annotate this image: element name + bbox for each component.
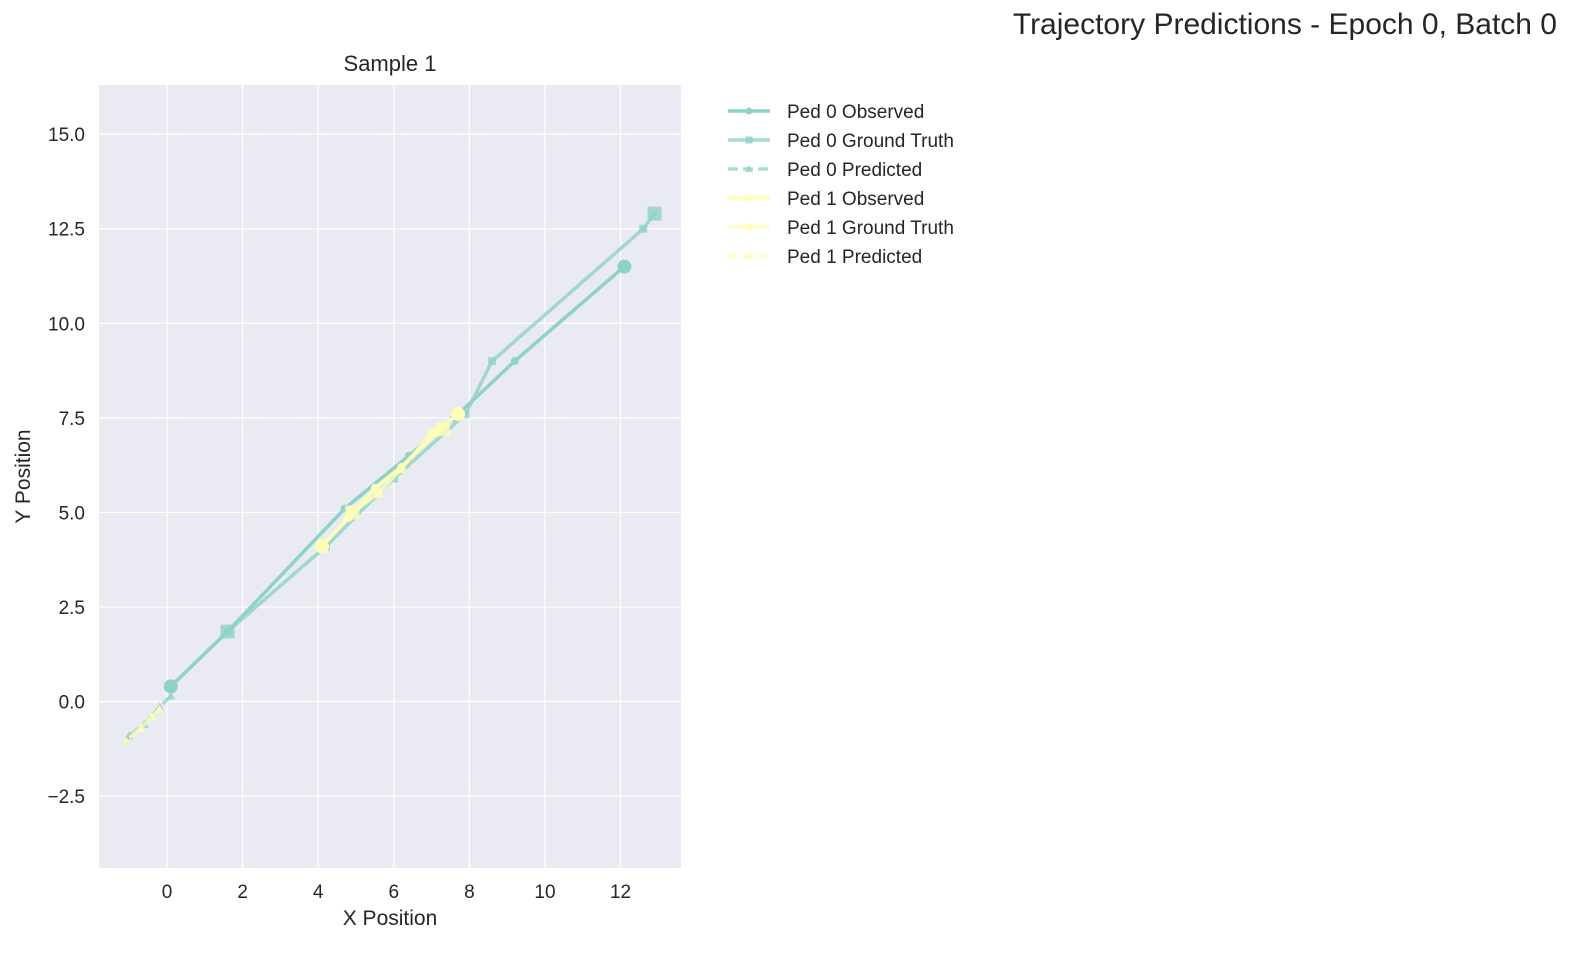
x-tick-label: 12: [610, 882, 631, 903]
y-tick-label: 12.5: [48, 220, 85, 241]
x-tick-label: 2: [237, 882, 248, 903]
legend-marker: [745, 194, 753, 202]
data-point: [647, 206, 662, 221]
x-tick-label: 0: [162, 882, 173, 903]
y-tick-label: 7.5: [59, 409, 85, 430]
legend-marker: [745, 164, 753, 173]
x-tick-label: 6: [388, 882, 399, 903]
data-point: [435, 422, 450, 437]
data-point: [451, 407, 466, 422]
data-point: [220, 624, 235, 639]
x-ticks: 0 2 4 6 8 10 12: [162, 882, 631, 903]
legend-item: Ped 1 Observed: [728, 189, 924, 210]
series-layer: [121, 206, 662, 745]
data-point: [488, 357, 497, 366]
series-ped-5: [121, 704, 164, 745]
y-ticks: −2.5 0.0 2.5 5.0 7.5 10.0 12.5 15.0: [47, 125, 85, 808]
data-point: [314, 539, 329, 554]
y-tick-label: 5.0: [59, 503, 85, 524]
legend-label: Ped 0 Observed: [787, 102, 924, 123]
data-point: [345, 505, 360, 520]
x-axis-label: X Position: [343, 907, 438, 930]
data-point: [639, 224, 648, 233]
x-tick-label: 8: [464, 882, 475, 903]
legend-item: Ped 1 Ground Truth: [728, 218, 954, 239]
y-tick-label: 10.0: [48, 314, 85, 335]
data-point: [510, 357, 519, 366]
legend-marker: [745, 223, 753, 231]
series-ped-4: [345, 422, 450, 520]
y-tick-label: 15.0: [48, 125, 85, 146]
legend-label: Ped 1 Ground Truth: [787, 218, 954, 239]
data-point: [147, 711, 157, 721]
legend-label: Ped 1 Observed: [787, 189, 924, 210]
legend-label: Ped 1 Predicted: [787, 247, 922, 268]
y-tick-label: 0.0: [59, 693, 85, 714]
x-tick-label: 10: [534, 882, 555, 903]
y-tick-label: −2.5: [47, 787, 85, 808]
data-point: [136, 723, 145, 732]
data-point: [163, 679, 178, 694]
legend: Ped 0 Observed Ped 0 Ground Truth Ped 0 Pr…: [728, 102, 954, 268]
y-tick-label: 2.5: [59, 598, 85, 619]
grid: [99, 85, 681, 868]
series-line: [123, 707, 162, 744]
y-axis-label: Y Position: [12, 429, 35, 523]
legend-marker: [745, 136, 753, 144]
data-point: [374, 489, 383, 498]
data-point: [166, 691, 176, 700]
figure-title: Trajectory Predictions - Epoch 0, Batch …: [1012, 8, 1557, 41]
subplot-title: Sample 1: [344, 51, 437, 76]
legend-item: Ped 0 Predicted: [728, 160, 922, 181]
legend-item: Ped 1 Predicted: [728, 247, 922, 268]
x-tick-label: 4: [313, 882, 324, 903]
legend-marker: [745, 251, 753, 260]
legend-label: Ped 0 Predicted: [787, 160, 922, 181]
legend-item: Ped 0 Ground Truth: [728, 131, 954, 152]
data-point: [397, 464, 406, 473]
data-point: [461, 410, 470, 419]
data-point: [155, 704, 164, 713]
legend-label: Ped 0 Ground Truth: [787, 131, 954, 152]
data-point: [121, 736, 130, 745]
data-point: [617, 259, 632, 274]
data-point: [427, 429, 436, 437]
legend-item: Ped 0 Observed: [728, 102, 924, 123]
legend-marker: [745, 107, 753, 115]
